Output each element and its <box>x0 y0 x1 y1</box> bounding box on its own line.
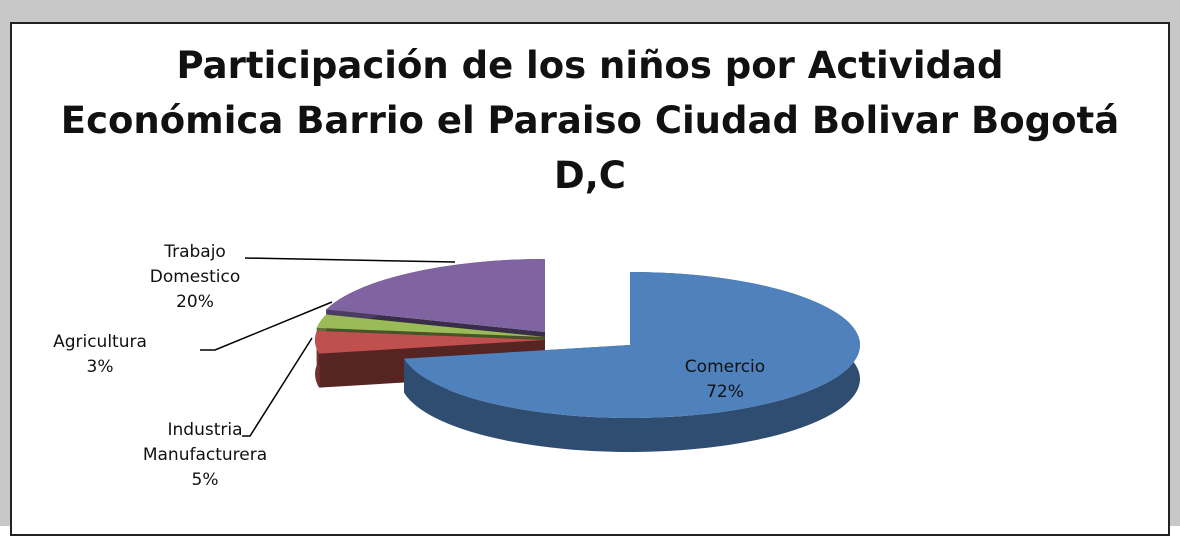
data-label: Industria Manufacturera 5% <box>130 418 280 493</box>
chart-title: Participación de los niños por Actividad… <box>60 44 1120 197</box>
pie-slice <box>404 272 861 418</box>
data-label: Trabajo Domestico 20% <box>130 240 260 315</box>
category-label: Agricultura <box>53 332 147 352</box>
category-label: Comercio <box>684 357 766 377</box>
value-label: 5% <box>191 470 219 490</box>
category-label: Trabajo Domestico <box>149 242 241 287</box>
pie-slice <box>326 259 545 332</box>
value-label: 20% <box>176 292 214 312</box>
data-label: Comercio 72% <box>650 355 800 405</box>
leader-line <box>200 301 333 351</box>
value-label: 3% <box>86 357 114 377</box>
category-label: Industria Manufacturera <box>142 420 268 465</box>
leader-line <box>244 257 456 263</box>
pie-slice <box>315 330 545 354</box>
leader-line <box>242 337 313 437</box>
value-label: 72% <box>706 382 744 402</box>
pie-slice <box>316 314 545 337</box>
data-label: Agricultura 3% <box>20 330 180 380</box>
